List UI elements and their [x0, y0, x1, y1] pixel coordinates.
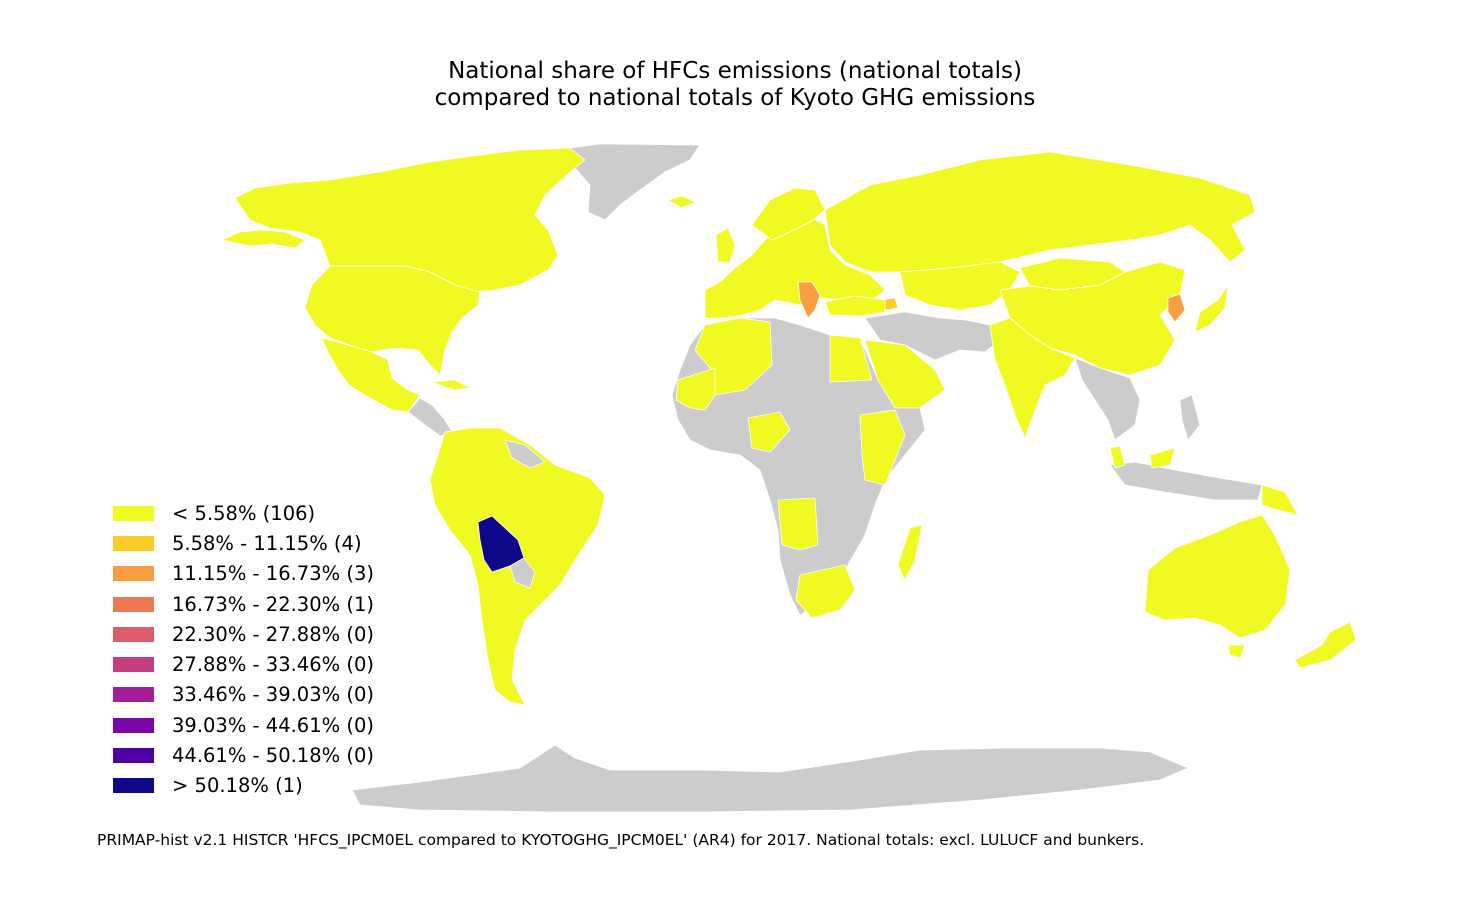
legend-item: 11.15% - 16.73% (3)	[113, 559, 374, 589]
philippines	[1179, 394, 1201, 441]
madagascar	[897, 524, 923, 581]
legend-label: 39.03% - 44.61% (0)	[172, 713, 374, 737]
southeast-asia	[1074, 357, 1141, 441]
legend-label: > 50.18% (1)	[172, 774, 303, 798]
legend-swatch	[113, 687, 154, 703]
map-title-line-2: compared to national totals of Kyoto GHG…	[434, 85, 1036, 111]
russia	[824, 151, 1256, 273]
mexico	[321, 337, 421, 413]
legend-item: 39.03% - 44.61% (0)	[113, 710, 374, 740]
legend-item: < 5.58% (106)	[113, 498, 374, 528]
legend-label: 22.30% - 27.88% (0)	[172, 622, 374, 646]
tasmania	[1227, 644, 1246, 659]
legend-swatch	[113, 717, 154, 733]
legend-item: 27.88% - 33.46% (0)	[113, 649, 374, 679]
legend-item: > 50.18% (1)	[113, 771, 374, 801]
legend-label: 33.46% - 39.03% (0)	[172, 683, 374, 707]
indonesia	[1109, 461, 1263, 501]
uk	[715, 227, 736, 263]
legend-swatch	[113, 505, 154, 521]
map-legend: < 5.58% (106) 5.58% - 11.15% (4) 11.15% …	[113, 498, 374, 801]
legend-item: 33.46% - 39.03% (0)	[113, 680, 374, 710]
cuba	[431, 379, 471, 391]
west-africa-yellow	[675, 367, 791, 453]
europe	[704, 214, 886, 319]
legend-label: 5.58% - 11.15% (4)	[172, 531, 362, 555]
alaska	[221, 229, 306, 249]
legend-item: 22.30% - 27.88% (0)	[113, 619, 374, 649]
map-title-line-1: National share of HFCs emissions (nation…	[448, 58, 1022, 84]
legend-item: 16.73% - 22.30% (1)	[113, 589, 374, 619]
legend-label: 44.61% - 50.18% (0)	[172, 744, 374, 768]
papua-new-guinea	[1261, 484, 1299, 516]
central-america	[407, 397, 453, 437]
legend-swatch	[113, 535, 154, 551]
legend-item: 5.58% - 11.15% (4)	[113, 528, 374, 558]
legend-label: 16.73% - 22.30% (1)	[172, 592, 374, 616]
turkey	[824, 295, 886, 317]
paraguay	[509, 557, 536, 589]
guyanas	[504, 439, 546, 469]
legend-swatch	[113, 657, 154, 673]
legend-swatch	[113, 748, 154, 764]
legend-swatch	[113, 626, 154, 642]
legend-swatch	[113, 596, 154, 612]
legend-label: 11.15% - 16.73% (3)	[172, 562, 374, 586]
southern-africa-yellow	[777, 497, 856, 619]
malaysia	[1109, 445, 1176, 469]
legend-item: 44.61% - 50.18% (0)	[113, 740, 374, 770]
korea	[1167, 293, 1186, 323]
india	[989, 317, 1076, 439]
usa	[304, 265, 481, 376]
iceland	[667, 195, 696, 209]
balkans	[797, 281, 821, 319]
legend-swatch	[113, 566, 154, 582]
legend-swatch	[113, 778, 154, 794]
antarctica	[351, 744, 1189, 813]
new-zealand	[1294, 621, 1357, 669]
east-africa-yellow	[859, 409, 906, 486]
legend-label: < 5.58% (106)	[172, 501, 316, 525]
map-title: National share of HFCs emissions (nation…	[0, 58, 1470, 112]
north-africa-yellow	[694, 317, 873, 396]
canada	[234, 147, 586, 293]
central-asia	[899, 261, 1021, 311]
australia	[1144, 514, 1291, 639]
source-footnote: PRIMAP-hist v2.1 HISTCR 'HFCS_IPCM0EL co…	[97, 831, 1145, 849]
legend-label: 27.88% - 33.46% (0)	[172, 653, 374, 677]
japan	[1194, 284, 1229, 333]
